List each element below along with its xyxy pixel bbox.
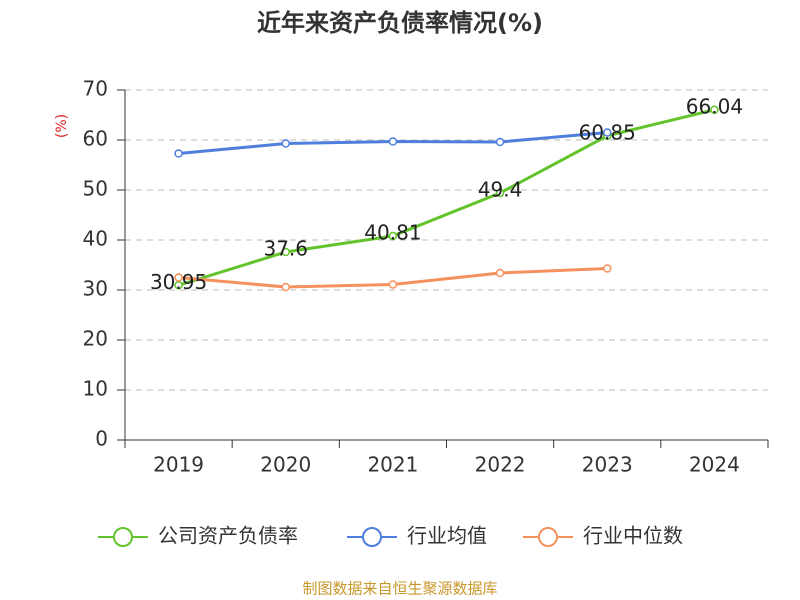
point	[495, 137, 505, 147]
x-tick-label: 2022	[475, 453, 526, 477]
legend-marker[interactable]	[362, 527, 382, 547]
legend-label[interactable]: 公司资产负债率	[158, 524, 298, 548]
y-tick-label: 50	[83, 177, 108, 201]
point	[281, 282, 290, 292]
point	[281, 247, 290, 257]
x-tick-label: 2024	[689, 453, 740, 477]
y-tick-label: 10	[83, 377, 108, 401]
legend-marker[interactable]	[538, 527, 558, 547]
x-tick-label: 2023	[582, 453, 633, 477]
y-tick-label: 0	[95, 427, 108, 451]
legend-marker[interactable]	[113, 527, 133, 547]
point	[388, 280, 398, 289]
y-tick-label: 60	[83, 127, 108, 151]
x-tick-label: 2019	[153, 453, 204, 477]
point	[603, 264, 612, 273]
point	[495, 268, 505, 278]
series-line	[178, 108, 715, 287]
legend-label[interactable]: 行业中位数	[583, 524, 683, 548]
data-label: 30.95	[150, 270, 207, 294]
point	[174, 149, 183, 158]
chart-title: 近年来资产负债率情况(%)	[257, 9, 543, 37]
x-tick-label: 2020	[260, 453, 311, 477]
data-label: 66.04	[686, 94, 743, 118]
point	[710, 105, 719, 115]
legend-label[interactable]: 行业均值	[407, 524, 487, 548]
point	[495, 188, 505, 198]
point	[281, 139, 290, 148]
data-label: 60.85	[579, 120, 636, 144]
point	[603, 128, 612, 137]
y-tick-label: 30	[83, 277, 108, 301]
x-tick-label: 2021	[367, 453, 418, 477]
y-tick-label: 20	[83, 327, 108, 351]
point	[174, 273, 183, 282]
point	[388, 137, 398, 146]
y-axis-label: (%)	[54, 114, 70, 138]
point	[388, 231, 398, 241]
data-label: 40.81	[364, 220, 421, 244]
data-label: 49.4	[478, 178, 523, 202]
source-note: 制图数据来自恒生聚源数据库	[302, 580, 497, 598]
y-tick-label: 70	[83, 77, 108, 101]
data-label: 37.6	[263, 237, 308, 261]
y-tick-label: 40	[83, 227, 108, 251]
